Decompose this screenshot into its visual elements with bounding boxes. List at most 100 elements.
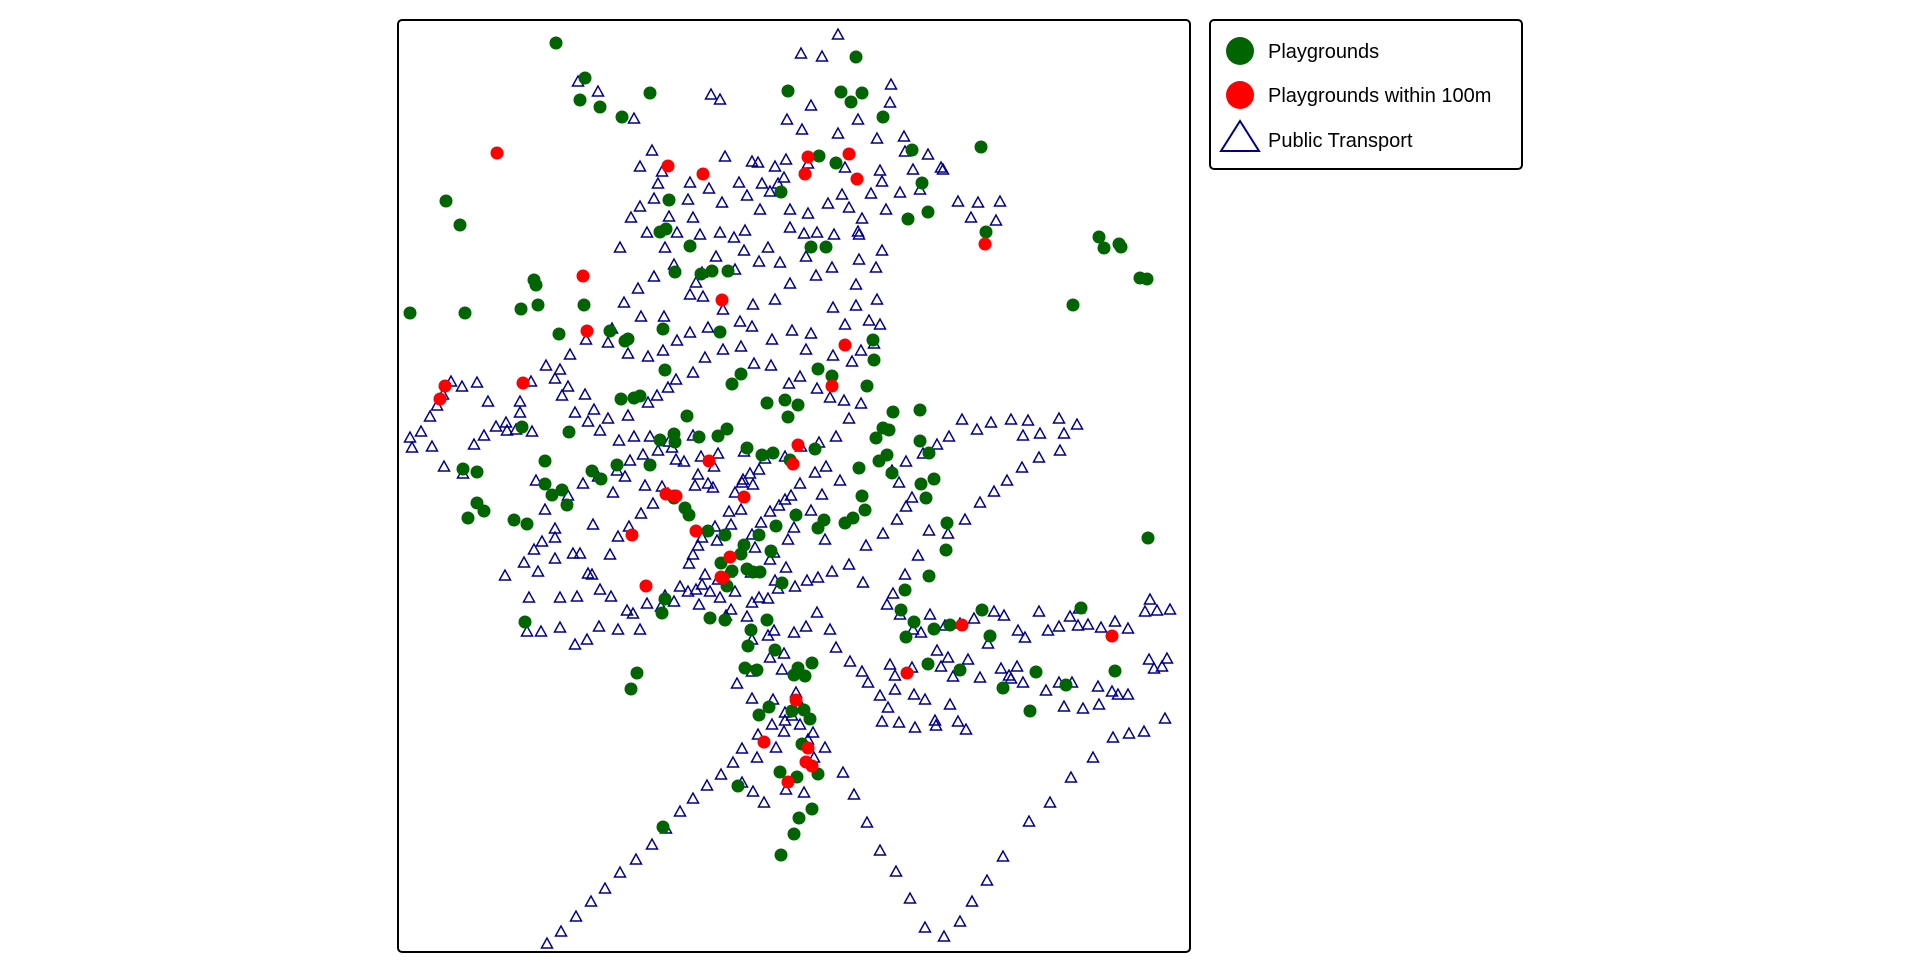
public-transport-marker (1138, 604, 1152, 617)
public-transport-marker (842, 200, 856, 213)
playground-marker (659, 222, 673, 236)
public-transport-marker (800, 573, 814, 586)
public-transport-marker (875, 174, 889, 187)
public-transport-marker (953, 914, 967, 927)
public-transport-marker (847, 787, 861, 800)
public-transport-marker (777, 724, 791, 737)
public-transport-marker (681, 192, 695, 205)
playground-marker (453, 218, 467, 232)
playground-marker (720, 422, 734, 436)
public-transport-marker (854, 343, 868, 356)
public-transport-marker (1122, 726, 1136, 739)
public-transport-marker (1053, 443, 1067, 456)
playground-marker (811, 521, 825, 535)
public-transport-marker (638, 478, 652, 491)
playground-marker (781, 410, 795, 424)
public-transport-marker (673, 804, 687, 817)
public-transport-marker (481, 394, 495, 407)
public-transport-marker (989, 213, 1003, 226)
public-transport-marker (879, 202, 893, 215)
public-transport-marker (633, 159, 647, 172)
playground-marker (774, 185, 788, 199)
playground-within-100m-marker (737, 490, 751, 504)
playground-marker (866, 333, 880, 347)
playground-within-100m-marker (661, 159, 675, 173)
playground-marker (1108, 664, 1122, 678)
public-transport-marker (548, 551, 562, 564)
public-transport-marker (818, 532, 832, 545)
playground-within-100m-marker (702, 454, 716, 468)
playground-marker (846, 511, 860, 525)
public-transport-marker (880, 597, 894, 610)
public-transport-marker (627, 429, 641, 442)
public-transport-marker (1041, 623, 1055, 636)
public-transport-marker (548, 371, 562, 384)
playground-marker (774, 848, 788, 862)
public-transport-marker (876, 526, 890, 539)
public-transport-marker (581, 414, 595, 427)
public-transport-marker (569, 909, 583, 922)
playground-marker (470, 465, 484, 479)
playground-marker (668, 265, 682, 279)
public-transport-marker (864, 186, 878, 199)
public-transport-marker (804, 326, 818, 339)
public-transport-marker (548, 530, 562, 543)
public-transport-marker (1032, 450, 1046, 463)
public-transport-marker (861, 675, 875, 688)
public-transport-marker (645, 837, 659, 850)
public-transport-marker (621, 408, 635, 421)
playground-marker (876, 110, 890, 124)
public-transport-marker (799, 249, 813, 262)
public-transport-marker (765, 332, 779, 345)
public-transport-marker (930, 437, 944, 450)
playground-marker (922, 446, 936, 460)
public-transport-marker (728, 485, 742, 498)
public-transport-marker (477, 428, 491, 441)
public-transport-marker (1092, 697, 1106, 710)
public-transport-marker (873, 163, 887, 176)
playground-marker (643, 458, 657, 472)
public-transport-marker (961, 652, 975, 665)
playground-marker (655, 606, 669, 620)
playground-marker (905, 143, 919, 157)
public-transport-marker (994, 661, 1008, 674)
playground-marker (766, 446, 780, 460)
public-transport-marker (748, 540, 762, 553)
public-transport-marker (578, 387, 592, 400)
public-transport-marker (701, 320, 715, 333)
public-transport-marker (761, 240, 775, 253)
public-transport-marker (681, 584, 695, 597)
public-transport-marker (627, 111, 641, 124)
public-transport-marker (875, 243, 889, 256)
public-transport-marker (753, 202, 767, 215)
public-transport-marker (851, 112, 865, 125)
playground-marker (1092, 230, 1106, 244)
playground-marker (603, 324, 617, 338)
public-transport-marker (641, 395, 655, 408)
public-transport-marker (601, 411, 615, 424)
public-transport-marker (873, 688, 887, 701)
playground-marker (555, 483, 569, 497)
playground-marker (760, 613, 774, 627)
playground-marker (718, 613, 732, 627)
public-transport-marker (554, 924, 568, 937)
public-transport-marker (862, 313, 876, 326)
public-transport-marker (1057, 699, 1071, 712)
playground-marker (718, 528, 732, 542)
public-transport-marker (881, 700, 895, 713)
public-transport-marker (783, 276, 797, 289)
public-transport-marker (843, 654, 857, 667)
playground-marker (753, 565, 767, 579)
playground-marker (578, 71, 592, 85)
public-transport-marker (763, 504, 777, 517)
playground-marker (439, 194, 453, 208)
playground-marker (594, 472, 608, 486)
public-transport-marker (531, 564, 545, 577)
public-transport-marker (1015, 460, 1029, 473)
public-transport-marker (1000, 473, 1014, 486)
playground-within-100m-marker (838, 338, 852, 352)
playground-marker (531, 298, 545, 312)
public-transport-marker (884, 77, 898, 90)
playground-marker (1141, 531, 1155, 545)
public-transport-marker (661, 380, 675, 393)
